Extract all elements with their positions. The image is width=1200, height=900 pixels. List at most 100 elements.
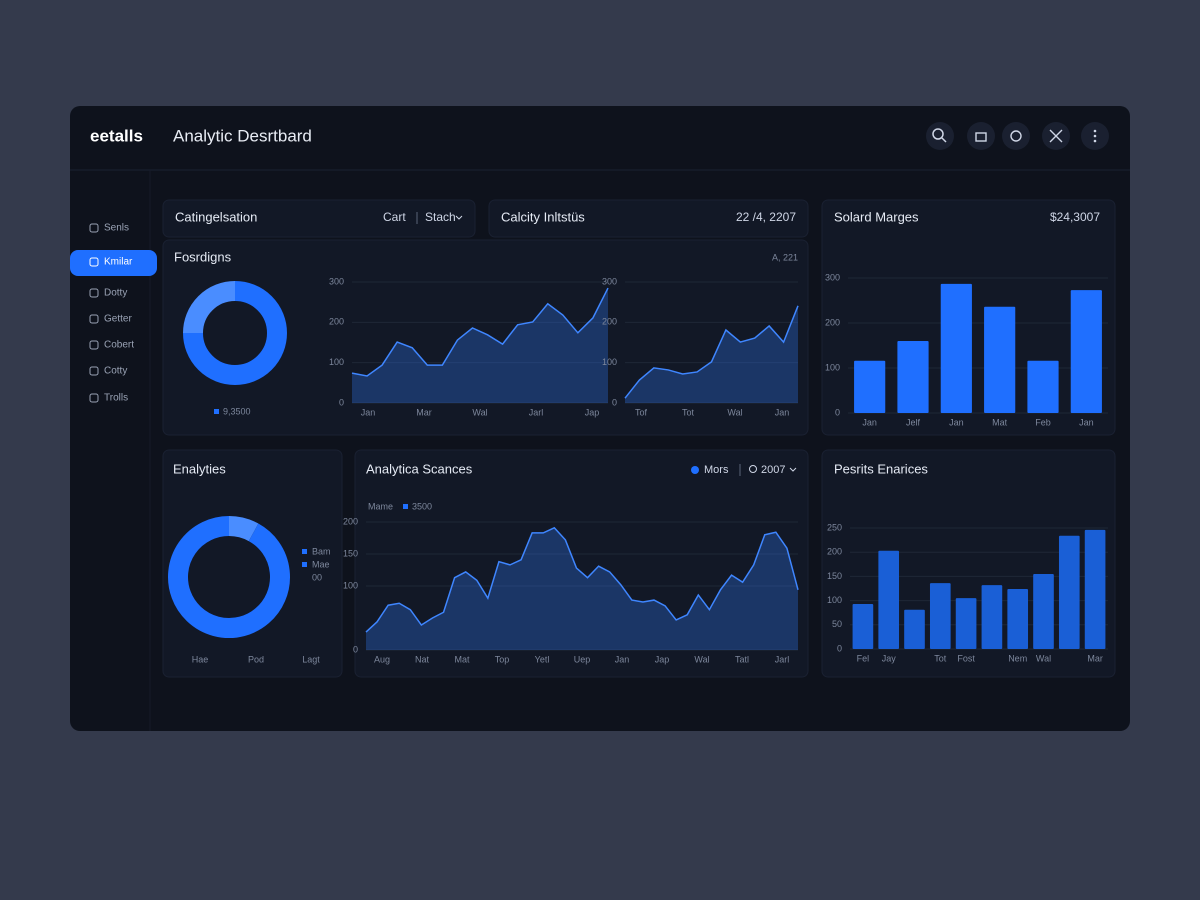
card-value: $24,3007 bbox=[1050, 210, 1100, 224]
search-icon bbox=[749, 465, 757, 473]
dropdown-caret bbox=[789, 467, 797, 472]
card-title: Calcity Inltstüs bbox=[501, 209, 585, 224]
x-label: Aug bbox=[374, 654, 390, 664]
donut-segment bbox=[183, 281, 287, 385]
card-value: 22 /4, 2207 bbox=[736, 210, 796, 224]
settings-icon[interactable] bbox=[1002, 122, 1030, 150]
y-tick-label: 300 bbox=[602, 276, 617, 286]
card-header bbox=[488, 199, 809, 238]
x-label: Uep bbox=[574, 654, 591, 664]
y-tick-label: 100 bbox=[825, 362, 840, 372]
y-tick-label: 150 bbox=[827, 571, 842, 581]
legend-label: 00 bbox=[312, 572, 322, 582]
card-title: Solard Marges bbox=[834, 209, 919, 224]
y-tick-label: 200 bbox=[343, 516, 358, 526]
line bbox=[365, 526, 799, 633]
y-tick-label: 200 bbox=[329, 317, 344, 327]
y-tick-label: 100 bbox=[827, 595, 842, 605]
bar bbox=[929, 583, 951, 649]
x-label: Jan bbox=[361, 407, 376, 417]
y-tick-label: 300 bbox=[329, 276, 344, 286]
x-label: Nat bbox=[415, 654, 430, 664]
search-icon[interactable] bbox=[926, 122, 954, 150]
y-tick-label: 250 bbox=[827, 522, 842, 532]
x-label: Jarl bbox=[529, 407, 544, 417]
bar bbox=[1027, 360, 1059, 413]
nav-icon bbox=[89, 288, 99, 298]
subtitle-value: 3500 bbox=[412, 501, 432, 511]
y-tick-label: 0 bbox=[835, 407, 840, 417]
bar bbox=[1070, 290, 1102, 413]
nav-item[interactable]: Cobert bbox=[104, 340, 134, 351]
y-tick-label: 0 bbox=[353, 644, 358, 654]
tab[interactable]: Stach bbox=[425, 210, 456, 224]
nav-item[interactable]: Cotty bbox=[104, 366, 127, 377]
x-label: Tot bbox=[682, 407, 695, 417]
x-label: Nem bbox=[1008, 653, 1027, 663]
nav-item[interactable]: Trolls bbox=[104, 393, 128, 404]
logo: eetalls bbox=[90, 126, 143, 145]
bar bbox=[878, 550, 900, 649]
nav-item[interactable]: Getter bbox=[104, 314, 132, 325]
area bbox=[366, 527, 798, 650]
area bbox=[625, 305, 798, 403]
x-label: Jan bbox=[1079, 417, 1094, 427]
nav-item[interactable]: Kmilar bbox=[104, 257, 133, 268]
x-label: Mat bbox=[992, 417, 1008, 427]
card-title: Analytica Scances bbox=[366, 461, 473, 476]
bar bbox=[854, 360, 886, 413]
legend-swatch bbox=[302, 562, 307, 567]
x-label: Jap bbox=[655, 654, 670, 664]
dropdown-caret bbox=[455, 215, 463, 220]
tab[interactable]: Cart bbox=[383, 210, 406, 224]
x-label: Wal bbox=[472, 407, 487, 417]
sidebar-nav: Senls Kmilar Dotty Getter Cobert Cotty Trolls bbox=[89, 223, 134, 404]
note: A, 221 bbox=[772, 252, 798, 262]
y-tick-label: 100 bbox=[329, 357, 344, 367]
x-label: Mar bbox=[416, 407, 432, 417]
y-tick-label: 200 bbox=[827, 547, 842, 557]
line bbox=[351, 287, 609, 377]
line bbox=[624, 305, 799, 399]
card bbox=[354, 449, 809, 678]
x-label: Jelf bbox=[906, 417, 921, 427]
x-label: Feb bbox=[1035, 417, 1051, 427]
active-nav-highlight bbox=[70, 250, 157, 276]
bar bbox=[1058, 535, 1080, 649]
header-icons[interactable] bbox=[926, 122, 1109, 150]
x-label: Pod bbox=[248, 654, 264, 664]
bar bbox=[1084, 529, 1106, 649]
lock-icon[interactable] bbox=[967, 122, 995, 150]
legend-swatch bbox=[302, 549, 307, 554]
y-tick-label: 100 bbox=[602, 357, 617, 367]
nav-icon bbox=[89, 257, 99, 267]
legend-label: Mae bbox=[312, 559, 330, 569]
donut-segment bbox=[183, 281, 236, 334]
y-tick-label: 150 bbox=[343, 548, 358, 558]
legend-swatch bbox=[403, 504, 408, 509]
card-title: Fosrdigns bbox=[174, 249, 232, 264]
bar bbox=[904, 609, 925, 649]
card-header bbox=[162, 199, 476, 238]
legend-label: Mors bbox=[704, 464, 729, 476]
bar bbox=[1007, 588, 1029, 649]
card-title: Catingelsation bbox=[175, 209, 257, 224]
page-title: Analytic Desrtbard bbox=[173, 126, 312, 145]
x-label: Lagt bbox=[302, 654, 320, 664]
x-label: Top bbox=[495, 654, 510, 664]
nav-item[interactable]: Senls bbox=[104, 223, 129, 234]
x-label: Wal bbox=[694, 654, 709, 664]
filter[interactable]: 2007 bbox=[761, 464, 785, 476]
bar bbox=[981, 585, 1003, 649]
x-label: Jan bbox=[949, 417, 964, 427]
bar bbox=[955, 598, 977, 649]
legend-label: 9,3500 bbox=[223, 406, 251, 416]
x-label: Jarl bbox=[775, 654, 790, 664]
nav-icon bbox=[89, 340, 99, 350]
x-label: Yetl bbox=[535, 654, 550, 664]
nav-item[interactable]: Dotty bbox=[104, 288, 127, 299]
bar bbox=[984, 306, 1016, 413]
card-title: Enalyties bbox=[173, 461, 226, 476]
x-label: Tof bbox=[635, 407, 648, 417]
